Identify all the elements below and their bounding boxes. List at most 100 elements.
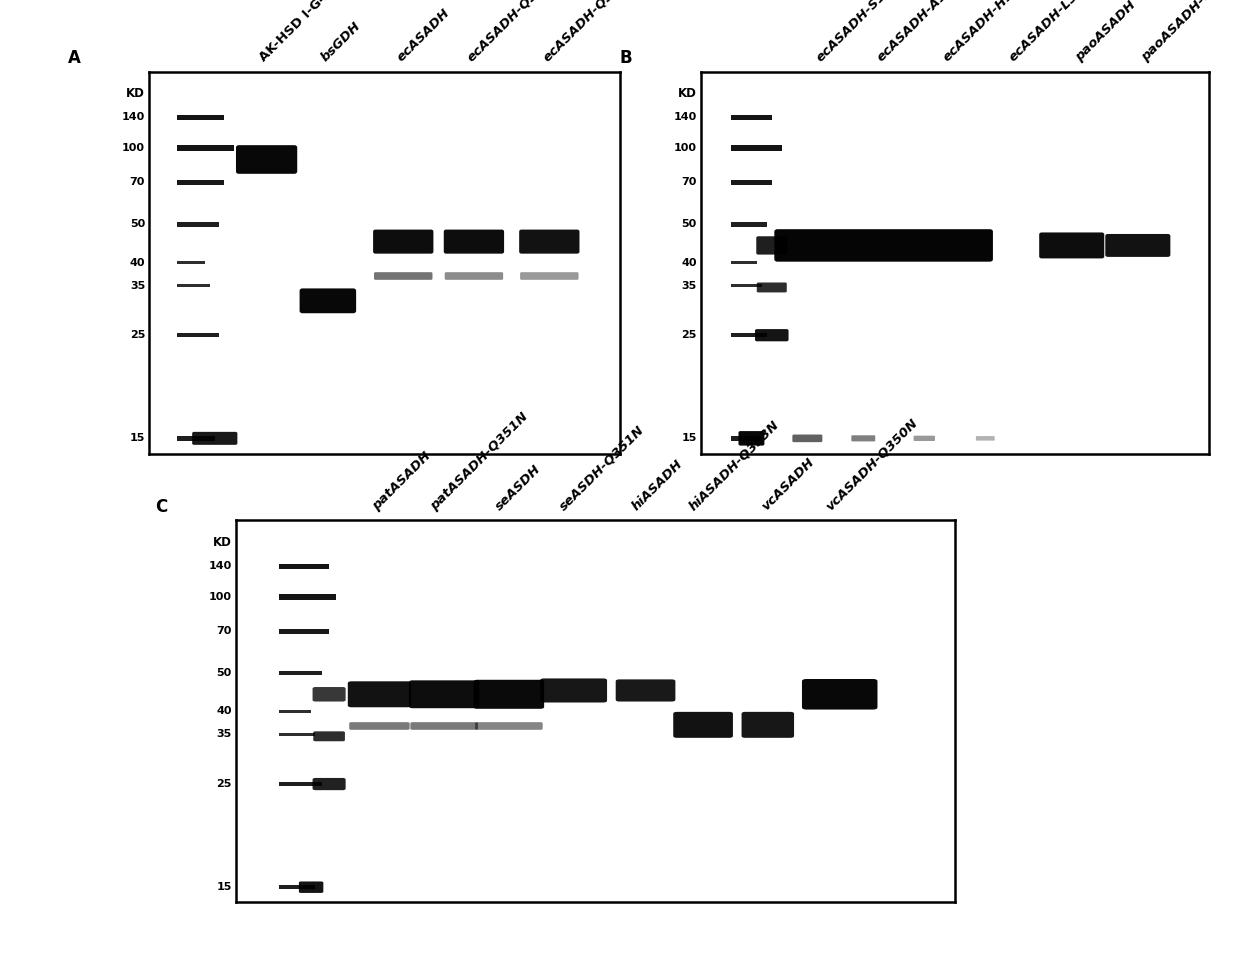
FancyBboxPatch shape [474,680,544,709]
Bar [279,563,329,569]
Bar [177,145,233,151]
Bar [177,284,210,287]
FancyBboxPatch shape [541,678,608,703]
FancyBboxPatch shape [445,272,503,280]
FancyBboxPatch shape [312,687,346,702]
Bar [177,261,206,265]
FancyBboxPatch shape [976,436,994,440]
FancyBboxPatch shape [192,432,237,445]
Text: bsGDH: bsGDH [319,19,363,64]
Text: 40: 40 [216,707,232,716]
Text: KD: KD [213,536,232,549]
FancyBboxPatch shape [914,435,935,441]
Text: AK-HSD I-G433R: AK-HSD I-G433R [258,0,352,64]
Bar [732,436,761,440]
Text: 50: 50 [682,220,697,229]
Text: 140: 140 [208,562,232,571]
Bar [279,710,311,713]
Text: vcASADH: vcASADH [759,456,816,513]
Text: seASDH: seASDH [492,462,543,513]
Bar [177,333,219,337]
Text: 25: 25 [682,330,697,340]
FancyBboxPatch shape [756,283,786,292]
Text: 15: 15 [682,434,697,443]
FancyBboxPatch shape [409,680,480,709]
Text: paoASADH: paoASADH [1073,0,1138,64]
Bar [279,629,329,633]
Text: A: A [68,49,81,67]
Text: 70: 70 [130,178,145,187]
Bar [732,284,761,287]
Text: 40: 40 [681,258,697,267]
Text: 50: 50 [130,220,145,229]
Bar [177,223,219,226]
FancyBboxPatch shape [774,229,993,262]
Bar [177,180,224,184]
FancyBboxPatch shape [673,711,733,738]
Text: ecASADH-H171K: ecASADH-H171K [940,0,1037,64]
Text: KD: KD [678,87,697,100]
FancyBboxPatch shape [300,288,356,313]
Text: hiASADH-Q353N: hiASADH-Q353N [687,417,782,513]
FancyBboxPatch shape [852,435,875,441]
FancyBboxPatch shape [444,229,505,254]
FancyBboxPatch shape [756,236,787,255]
Text: 50: 50 [217,668,232,678]
Text: hiASADH: hiASADH [629,457,684,513]
Text: B: B [620,49,632,67]
Text: paoASADH-Q351N: paoASADH-Q351N [1138,0,1240,64]
Text: 140: 140 [673,113,697,122]
FancyBboxPatch shape [520,229,579,254]
FancyBboxPatch shape [410,722,477,730]
FancyBboxPatch shape [475,722,543,730]
Text: 35: 35 [682,281,697,290]
FancyBboxPatch shape [312,778,346,790]
Text: ecASADH-A163S: ecASADH-A163S [874,0,970,64]
FancyBboxPatch shape [236,145,298,174]
FancyBboxPatch shape [373,229,434,254]
Text: C: C [155,498,167,516]
Text: 70: 70 [217,626,232,636]
Text: 15: 15 [130,434,145,443]
FancyBboxPatch shape [314,732,345,741]
Text: 100: 100 [673,143,697,153]
FancyBboxPatch shape [347,681,412,708]
Text: 70: 70 [682,178,697,187]
Text: ecASADH-Q350NH171A: ecASADH-Q350NH171A [541,0,672,64]
FancyBboxPatch shape [742,711,794,738]
Bar [732,115,771,120]
Text: vcASADH-Q350N: vcASADH-Q350N [823,415,920,513]
FancyBboxPatch shape [739,431,764,446]
Bar [177,436,215,440]
Text: seASDH-Q351N: seASDH-Q351N [557,423,647,513]
Text: KD: KD [126,87,145,100]
Text: 15: 15 [217,882,232,892]
Bar [732,180,771,184]
Text: ecASADH-Q350N: ecASADH-Q350N [465,0,562,64]
Text: ecASADH-L351V: ecASADH-L351V [1007,0,1101,64]
FancyBboxPatch shape [1039,232,1105,259]
Text: 35: 35 [217,730,232,739]
Bar [279,671,322,675]
Text: 25: 25 [130,330,145,340]
FancyBboxPatch shape [520,272,579,280]
Text: 100: 100 [122,143,145,153]
FancyBboxPatch shape [374,272,433,280]
Text: patASADH-Q351N: patASADH-Q351N [428,410,531,513]
Text: 100: 100 [208,592,232,602]
Text: ecASADH: ecASADH [394,6,453,64]
Text: patASADH: patASADH [371,449,434,513]
Bar [732,223,766,226]
Bar [279,594,336,600]
Bar [732,261,756,265]
Text: 35: 35 [130,281,145,290]
Text: 40: 40 [129,258,145,267]
Bar [279,782,322,786]
Bar [732,145,782,151]
Text: 25: 25 [217,779,232,789]
FancyBboxPatch shape [1105,234,1171,257]
Text: ecASADH-S138Q: ecASADH-S138Q [813,0,910,64]
FancyBboxPatch shape [792,435,822,442]
Bar [732,333,766,337]
FancyBboxPatch shape [350,722,409,730]
